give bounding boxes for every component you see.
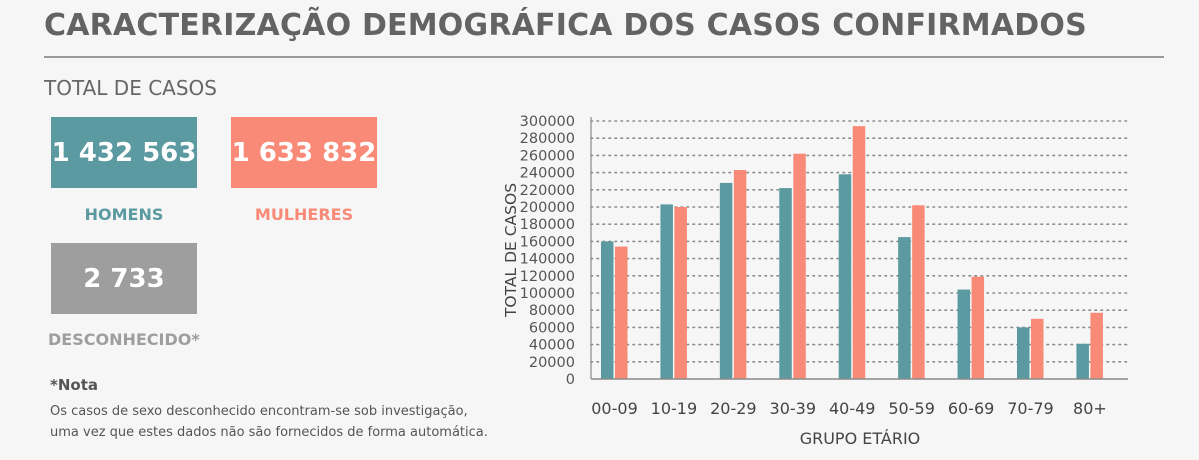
bar (852, 126, 866, 379)
x-tick-label: 30-39 (770, 399, 817, 418)
bar (898, 237, 911, 379)
men-total-box: 1 432 563 (51, 117, 197, 188)
y-tick-label: 140000 (520, 252, 575, 268)
y-tick-label: 280000 (520, 131, 575, 147)
women-label: MULHERES (254, 205, 354, 224)
y-tick-label: 180000 (520, 217, 575, 233)
title-divider (44, 56, 1164, 58)
unknown-total-box: 2 733 (51, 243, 197, 314)
y-tick-label: 40000 (529, 338, 575, 354)
bar (1030, 318, 1044, 379)
unknown-label: DESCONHECIDO* (48, 330, 200, 349)
bar (615, 246, 628, 379)
y-axis-title: TOTAL DE CASOS (502, 183, 520, 318)
y-tick-label: 220000 (520, 183, 575, 199)
total-cases-label: TOTAL DE CASOS (44, 76, 217, 100)
bar (1016, 327, 1030, 379)
bar (601, 241, 614, 379)
x-tick-label: 10-19 (651, 399, 698, 418)
bar (912, 205, 925, 379)
page-title: CARACTERIZAÇÃO DEMOGRÁFICA DOS CASOS CON… (44, 8, 1087, 43)
bar (733, 170, 747, 379)
y-tick-label: 0 (566, 372, 575, 388)
y-tick-label: 100000 (520, 286, 575, 302)
bar (1090, 312, 1103, 379)
bar (838, 174, 852, 379)
x-tick-label: 70-79 (1007, 399, 1054, 418)
x-tick-label: 40-49 (829, 399, 876, 418)
bar (719, 182, 733, 379)
men-label: HOMENS (84, 205, 164, 224)
y-tick-label: 240000 (520, 166, 575, 182)
x-tick-label: 00-09 (591, 399, 638, 418)
x-tick-label: 80+ (1073, 399, 1107, 418)
note-text: Os casos de sexo desconhecido encontram-… (50, 401, 520, 443)
y-tick-label: 60000 (529, 320, 575, 336)
y-tick-label: 80000 (529, 303, 575, 319)
y-tick-label: 160000 (520, 234, 575, 250)
x-tick-label: 60-69 (948, 399, 995, 418)
bar (957, 289, 971, 379)
bar (793, 153, 806, 379)
bar (1076, 343, 1089, 379)
note-title: *Nota (50, 376, 98, 394)
x-tick-label: 20-29 (710, 399, 757, 418)
y-tick-label: 20000 (529, 355, 575, 371)
y-tick-label: 260000 (520, 148, 575, 164)
x-axis-title: GRUPO ETÁRIO (800, 429, 921, 448)
y-tick-label: 120000 (520, 269, 575, 285)
bar (971, 276, 985, 379)
note-line: Os casos de sexo desconhecido encontram-… (50, 404, 468, 419)
x-tick-label: 50-59 (888, 399, 935, 418)
y-tick-label: 300000 (520, 114, 575, 130)
women-total-box: 1 633 832 (231, 117, 377, 188)
bar (779, 188, 792, 379)
bar (660, 204, 673, 379)
y-tick-label: 200000 (520, 200, 575, 216)
note-line: uma vez que estes dados não são fornecid… (50, 425, 488, 440)
bar (674, 207, 687, 379)
